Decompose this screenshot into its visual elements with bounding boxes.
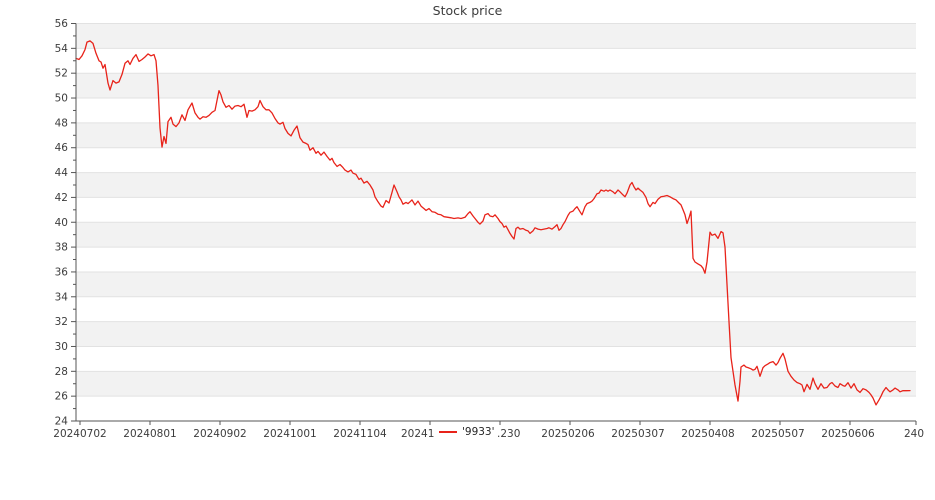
y-tick-label: 30 bbox=[55, 341, 68, 353]
y-tick-label: 32 bbox=[55, 316, 68, 328]
plot-band bbox=[76, 271, 916, 297]
y-tick-label: 40 bbox=[55, 217, 68, 229]
chart-title: Stock price bbox=[432, 3, 503, 18]
y-tick-label: 38 bbox=[55, 242, 68, 254]
y-tick-label: 42 bbox=[55, 192, 68, 204]
x-tick-label: 20241001 bbox=[263, 428, 316, 440]
legend: '9933' bbox=[436, 424, 498, 439]
x-tick-label: 20250606 bbox=[821, 428, 875, 440]
y-tick-label: 34 bbox=[55, 291, 69, 303]
x-tick-label: 240 bbox=[904, 428, 924, 440]
price-line bbox=[75, 40, 911, 406]
y-tick-label: 24 bbox=[55, 416, 69, 428]
x-tick-label: 20250408 bbox=[681, 428, 734, 440]
y-tick-label: 50 bbox=[55, 93, 68, 105]
y-tick-label: 36 bbox=[55, 266, 69, 278]
x-tick-label: 20250206 bbox=[541, 428, 595, 440]
x-tick-label: 20240801 bbox=[123, 428, 176, 440]
plot-band bbox=[76, 371, 916, 397]
y-tick-label: 48 bbox=[55, 117, 68, 129]
x-tick-label: 20241104 bbox=[333, 428, 387, 440]
plot-band bbox=[76, 23, 916, 49]
x-tick-label: 20240702 bbox=[53, 428, 106, 440]
y-tick-label: 28 bbox=[55, 366, 68, 378]
plot-band bbox=[76, 321, 916, 347]
x-tick-label: 20241 bbox=[401, 428, 434, 440]
y-tick-label: 46 bbox=[55, 142, 69, 154]
plot-band bbox=[76, 122, 916, 148]
y-tick-label: 56 bbox=[55, 18, 69, 30]
x-tick-label: .230 bbox=[497, 428, 520, 440]
legend-line-marker bbox=[439, 430, 457, 433]
x-tick-label: 20250507 bbox=[751, 428, 804, 440]
y-tick-label: 54 bbox=[55, 43, 69, 55]
y-tick-label: 26 bbox=[55, 391, 69, 403]
x-tick-label: 20240902 bbox=[193, 428, 246, 440]
plot-band bbox=[76, 73, 916, 99]
x-tick-label: 20250307 bbox=[611, 428, 664, 440]
plot-band bbox=[76, 222, 916, 248]
y-tick-label: 52 bbox=[55, 68, 68, 80]
legend-series-label: '9933' bbox=[462, 425, 495, 438]
plot-band bbox=[76, 172, 916, 198]
y-tick-label: 44 bbox=[55, 167, 69, 179]
